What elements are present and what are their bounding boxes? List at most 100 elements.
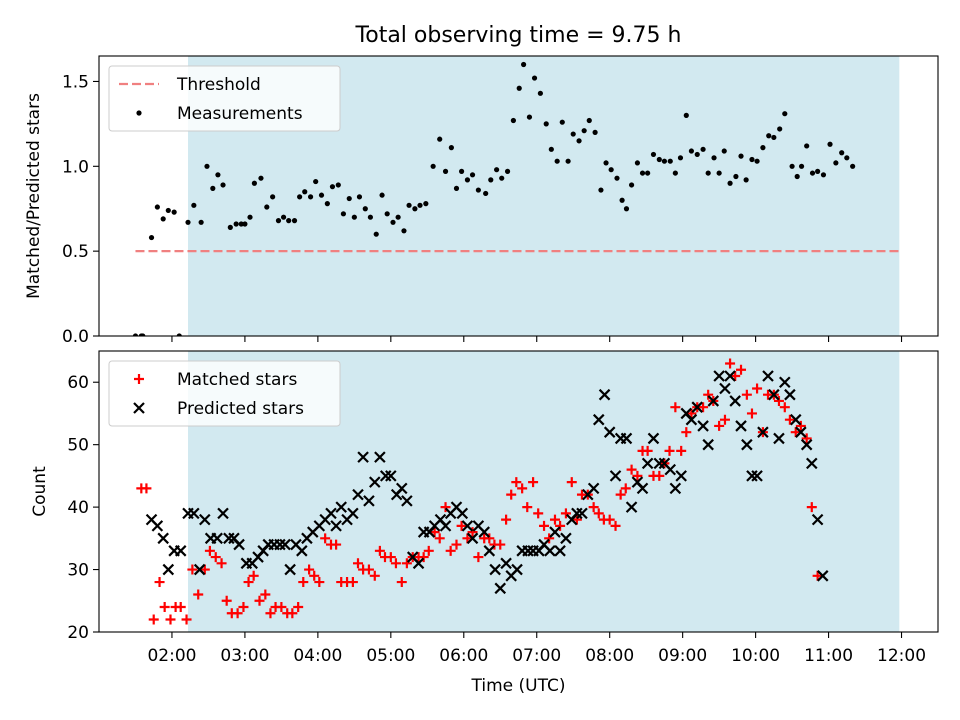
predicted-point	[549, 526, 561, 538]
predicted-point	[735, 420, 747, 432]
matched-point	[181, 614, 192, 625]
measurement-point	[705, 170, 711, 176]
measurement-point	[798, 163, 805, 169]
measurement-point	[458, 168, 465, 174]
measurement-point	[782, 111, 788, 117]
matched-point	[615, 489, 626, 500]
measurement-point	[367, 214, 373, 220]
matched-point	[396, 577, 407, 588]
measurement-point	[185, 219, 191, 225]
series-count-1	[145, 370, 829, 595]
matched-point	[560, 508, 571, 519]
predicted-point	[724, 370, 736, 382]
matched-point	[790, 427, 801, 438]
predicted-point	[773, 432, 785, 445]
predicted-point	[368, 476, 381, 488]
predicted-point	[211, 532, 223, 545]
predicted-point	[279, 538, 291, 551]
predicted-point	[274, 538, 286, 551]
matched-point	[801, 433, 812, 444]
matched-point	[501, 514, 512, 525]
measurement-point	[469, 172, 476, 178]
y-axis-label-count: Count	[30, 466, 50, 517]
measurement-point	[171, 209, 177, 215]
matched-point	[517, 483, 528, 494]
matched-point	[187, 564, 198, 575]
measurement-point	[598, 187, 604, 193]
matched-point	[418, 552, 429, 563]
measurement-point	[356, 194, 363, 200]
matched-point	[260, 589, 271, 600]
predicted-point	[669, 482, 682, 495]
measurement-point	[437, 136, 443, 142]
measurement-point	[220, 182, 226, 188]
x-tick-label: 04:00	[293, 646, 342, 666]
measurement-point	[733, 173, 739, 180]
predicted-point	[816, 570, 829, 582]
measurement-point	[340, 211, 347, 217]
measurement-point	[251, 180, 257, 186]
measurement-point	[242, 221, 248, 227]
matched-point	[784, 414, 795, 425]
measurement-point	[313, 178, 319, 185]
predicted-point	[707, 395, 720, 407]
predicted-point	[478, 526, 490, 538]
predicted-point	[500, 557, 512, 570]
x-tick-label: 09:00	[658, 646, 707, 666]
plot-frame-count	[98, 350, 939, 633]
predicted-point	[199, 513, 211, 526]
measurement-point	[738, 153, 744, 159]
matched-point	[473, 552, 484, 563]
matched-point	[730, 370, 741, 381]
measurement-point	[623, 206, 630, 212]
matched-point	[210, 552, 221, 563]
measurement-point	[531, 75, 538, 81]
predicted-point	[395, 482, 408, 495]
measurement-point	[362, 206, 368, 212]
matched-point	[148, 614, 159, 625]
measurement-point	[543, 121, 549, 127]
measurement-point	[820, 172, 827, 178]
predicted-point	[768, 388, 780, 401]
matched-point	[293, 602, 304, 613]
predicted-point	[233, 538, 245, 551]
measurement-point	[711, 155, 717, 161]
measurement-point	[324, 201, 330, 207]
matched-point	[571, 514, 582, 525]
predicted-point	[811, 513, 824, 526]
matched-point	[193, 589, 204, 600]
series-count-0	[136, 358, 823, 625]
matched-point	[736, 364, 747, 375]
matched-point	[309, 570, 320, 581]
predicted-point	[587, 482, 600, 495]
predicted-point	[598, 388, 611, 401]
legend-box-count	[108, 360, 341, 427]
matched-point	[495, 539, 506, 550]
measurement-point	[581, 128, 587, 134]
measurement-point	[210, 185, 216, 191]
matched-point	[593, 508, 604, 519]
measurement-point	[423, 201, 429, 207]
matched-point	[725, 358, 736, 369]
matched-point	[276, 602, 287, 613]
measurement-point	[448, 145, 454, 151]
measurement-point	[614, 175, 620, 181]
measurement-point	[721, 148, 727, 154]
y-tick-label-count: 50	[67, 436, 89, 456]
measurement-point	[554, 158, 560, 164]
measurement-point	[165, 207, 171, 214]
measurement-point	[645, 170, 651, 176]
measurement-point	[176, 333, 182, 336]
measurement-point	[453, 185, 460, 191]
measurement-point	[148, 234, 155, 241]
predicted-point	[571, 507, 583, 520]
matched-point	[698, 402, 709, 413]
predicted-point	[554, 545, 566, 557]
predicted-point	[576, 507, 588, 520]
predicted-point	[456, 507, 469, 520]
predicted-point	[719, 382, 731, 395]
predicted-point	[702, 438, 714, 451]
matched-point	[806, 502, 817, 513]
measurement-point	[346, 195, 352, 202]
measurement-point	[264, 204, 270, 210]
